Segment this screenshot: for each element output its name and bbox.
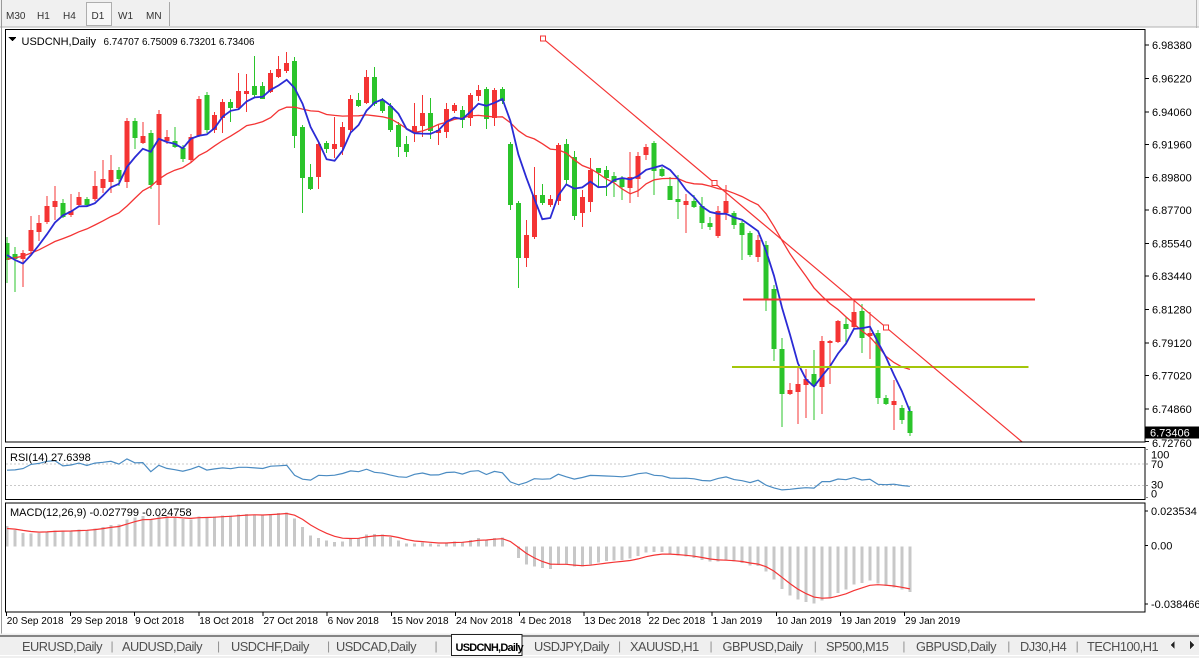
svg-text:XAUUSD,H1: XAUUSD,H1 [630, 639, 699, 654]
svg-text:70: 70 [1151, 459, 1163, 471]
svg-text:M30: M30 [6, 11, 26, 22]
svg-text:6.72760: 6.72760 [1152, 438, 1192, 450]
svg-text:10 Jan 2019: 10 Jan 2019 [777, 616, 832, 627]
svg-text:6.96220: 6.96220 [1152, 73, 1192, 85]
svg-text:6.79120: 6.79120 [1152, 338, 1192, 350]
svg-text:6.73406: 6.73406 [1150, 428, 1190, 440]
svg-text:-0.038466: -0.038466 [1151, 599, 1199, 611]
svg-text:6.81280: 6.81280 [1152, 305, 1192, 317]
svg-text:19 Jan 2019: 19 Jan 2019 [841, 616, 896, 627]
svg-text:6.74860: 6.74860 [1152, 404, 1192, 416]
svg-text:0.00: 0.00 [1151, 541, 1172, 553]
svg-text:USDCNH,Daily: USDCNH,Daily [22, 36, 97, 48]
svg-text:RSI(14) 27.6398: RSI(14) 27.6398 [10, 452, 91, 464]
svg-text:USDCNH,Daily: USDCNH,Daily [456, 642, 525, 654]
svg-text:13 Dec 2018: 13 Dec 2018 [584, 616, 641, 627]
svg-text:0: 0 [1151, 489, 1157, 501]
svg-text:GBPUSD,Daily: GBPUSD,Daily [723, 639, 804, 654]
svg-text:AUDUSD,Daily: AUDUSD,Daily [122, 639, 203, 654]
svg-text:W1: W1 [118, 11, 133, 22]
svg-text:4 Dec 2018: 4 Dec 2018 [520, 616, 572, 627]
svg-text:18 Oct 2018: 18 Oct 2018 [199, 616, 254, 627]
svg-text:H1: H1 [37, 11, 50, 22]
svg-text:|: | [618, 639, 621, 653]
svg-text:6.85540: 6.85540 [1152, 239, 1192, 251]
svg-text:6.87700: 6.87700 [1152, 205, 1192, 217]
svg-text:EURUSD,Daily: EURUSD,Daily [22, 639, 103, 654]
svg-text:USDCAD,Daily: USDCAD,Daily [336, 639, 417, 654]
svg-text:GBPUSD,Daily: GBPUSD,Daily [916, 639, 997, 654]
svg-text:USDJPY,Daily: USDJPY,Daily [534, 639, 610, 654]
svg-text:29 Sep 2018: 29 Sep 2018 [71, 616, 128, 627]
svg-text:DJ30,H4: DJ30,H4 [1020, 639, 1067, 654]
svg-text:USDCHF,Daily: USDCHF,Daily [231, 639, 310, 654]
svg-text:6 Nov 2018: 6 Nov 2018 [328, 616, 380, 627]
svg-text:20 Sep 2018: 20 Sep 2018 [7, 616, 64, 627]
svg-text:|: | [1007, 639, 1010, 653]
svg-text:24 Nov 2018: 24 Nov 2018 [456, 616, 513, 627]
svg-text:27 Oct 2018: 27 Oct 2018 [263, 616, 318, 627]
svg-text:|: | [710, 639, 713, 653]
svg-text:6.89800: 6.89800 [1152, 173, 1192, 185]
svg-text:9 Oct 2018: 9 Oct 2018 [135, 616, 184, 627]
svg-text:|: | [814, 639, 817, 653]
svg-text:|: | [217, 639, 220, 653]
svg-text:100: 100 [1151, 450, 1169, 462]
svg-text:D1: D1 [92, 11, 105, 22]
svg-text:SP500,M15: SP500,M15 [826, 639, 889, 654]
svg-text:29 Jan 2019: 29 Jan 2019 [905, 616, 960, 627]
svg-text:30: 30 [1151, 480, 1163, 492]
svg-text:TECH100,H1: TECH100,H1 [1087, 639, 1158, 654]
svg-text:MACD(12,26,9) -0.027799 -0.024: MACD(12,26,9) -0.027799 -0.024758 [10, 507, 192, 519]
svg-text:6.98380: 6.98380 [1152, 40, 1192, 52]
svg-text:H4: H4 [63, 11, 76, 22]
svg-text:MN: MN [146, 11, 162, 22]
svg-text:22 Dec 2018: 22 Dec 2018 [649, 616, 706, 627]
svg-text:1 Jan 2019: 1 Jan 2019 [713, 616, 763, 627]
svg-text:|: | [327, 639, 330, 653]
svg-text:6.77020: 6.77020 [1152, 370, 1192, 382]
svg-text:6.83440: 6.83440 [1152, 271, 1192, 283]
svg-text:6.91960: 6.91960 [1152, 139, 1192, 151]
svg-text:0.023534: 0.023534 [1151, 506, 1197, 518]
svg-text:6.74707 6.75009 6.73201 6.7340: 6.74707 6.75009 6.73201 6.73406 [104, 37, 256, 48]
svg-text:|: | [902, 639, 905, 653]
svg-text:15 Nov 2018: 15 Nov 2018 [392, 616, 449, 627]
svg-text:|: | [1076, 639, 1079, 653]
svg-text:|: | [435, 639, 438, 653]
svg-text:|: | [111, 639, 114, 653]
svg-text:6.94060: 6.94060 [1152, 107, 1192, 119]
